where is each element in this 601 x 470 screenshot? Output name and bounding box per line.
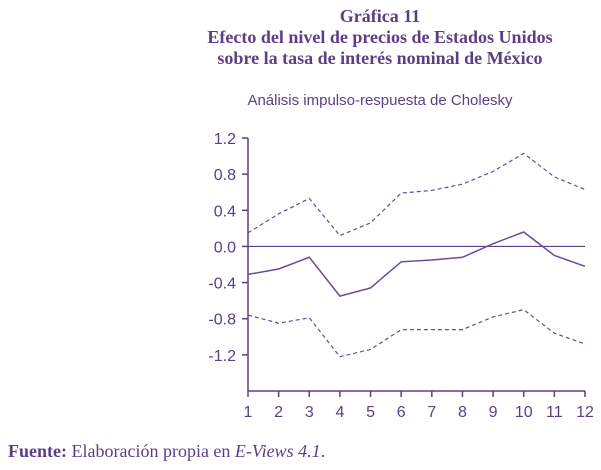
- y-tick-label: -1.2: [208, 348, 236, 365]
- series-line-lower: [247, 309, 586, 358]
- x-tick-label: 2: [274, 404, 283, 421]
- x-tick-label: 1: [244, 404, 253, 421]
- x-tick-label: 9: [489, 404, 498, 421]
- x-tick-label: 8: [458, 404, 467, 421]
- chart-subtitle: Análisis impulso-respuesta de Cholesky: [247, 92, 513, 109]
- y-tick-label: 0.4: [214, 203, 236, 220]
- x-tick-label: 12: [576, 404, 594, 421]
- source-software: E-Views 4.1: [234, 441, 321, 461]
- chart-title: Gráfica 11 Efecto del nivel de precios d…: [170, 6, 590, 69]
- title-line-1: Gráfica 11: [339, 6, 421, 26]
- title-line-3: sobre la tasa de interés nominal de Méxi…: [217, 48, 543, 68]
- x-tick-label: 5: [366, 404, 375, 421]
- x-tick-label: 6: [397, 404, 406, 421]
- source-text: Elaboración propia en: [66, 441, 235, 461]
- source-end: .: [320, 441, 326, 461]
- x-tick-label: 3: [305, 404, 314, 421]
- y-tick-label: 0.8: [214, 167, 236, 184]
- y-tick-label: 0.0: [214, 239, 236, 256]
- series-line-upper: [247, 152, 586, 237]
- x-tick-label: 7: [427, 404, 436, 421]
- x-tick-label: 10: [515, 404, 533, 421]
- x-tick-label: 4: [335, 404, 344, 421]
- y-tick-label: -0.8: [208, 312, 236, 329]
- series-line-response: [247, 231, 586, 297]
- x-tick-label: 11: [546, 404, 563, 421]
- y-tick-label: -0.4: [208, 276, 236, 293]
- source-label: Fuente:: [8, 441, 67, 461]
- title-line-2: Efecto del nivel de precios de Estados U…: [207, 27, 553, 47]
- y-tick-label: 1.2: [214, 131, 236, 148]
- source-note: Fuente: Elaboración propia en E-Views 4.…: [8, 441, 325, 462]
